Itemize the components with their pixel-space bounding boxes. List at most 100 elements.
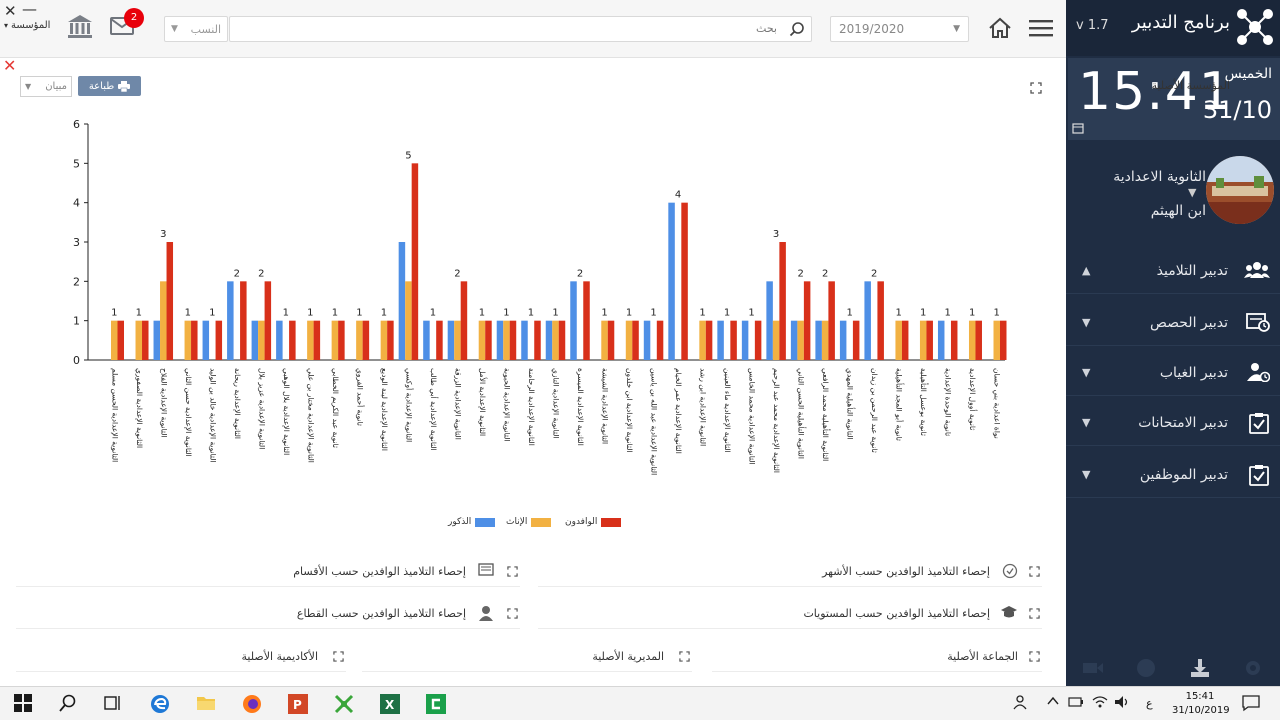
data-label: 2: [454, 268, 460, 279]
calendar-icon[interactable]: [1072, 122, 1084, 134]
task-view-icon[interactable]: [104, 694, 122, 712]
data-label: 1: [920, 308, 926, 319]
expand-icon[interactable]: [679, 651, 690, 662]
window-close-button[interactable]: ✕: [4, 2, 17, 20]
bar-males: [227, 281, 234, 360]
notifications-icon[interactable]: [1242, 694, 1260, 712]
card-title: المديرية الأصلية: [592, 650, 664, 663]
chevron-down-icon[interactable]: ▼: [1188, 186, 1197, 199]
stats-card-months[interactable]: إحصاء التلاميذ الوافدين حسب الأشهر: [538, 555, 1042, 587]
powerpoint-icon[interactable]: P: [288, 694, 308, 714]
bar-arrivals: [558, 320, 566, 360]
firefox-icon[interactable]: [242, 694, 262, 714]
stats-card-commune[interactable]: الجماعة الأصلية: [712, 640, 1042, 672]
input-language-indicator[interactable]: ع: [1146, 697, 1153, 710]
excel-icon[interactable]: X: [380, 694, 400, 714]
expand-icon[interactable]: [507, 608, 518, 619]
bar-females: [968, 320, 976, 360]
expand-icon[interactable]: [507, 566, 518, 577]
bar-females: [135, 320, 143, 360]
school-avatar: [1206, 156, 1274, 224]
bar-males: [202, 320, 210, 360]
data-label: 1: [185, 308, 191, 319]
sidebar-item-sessions[interactable]: ▼ تدبير الحصص: [1066, 300, 1280, 346]
sidebar-item-students[interactable]: ▲ تدبير التلاميذ: [1066, 248, 1280, 294]
legend-item-males[interactable]: الذكور: [448, 517, 496, 527]
help-icon[interactable]: [1135, 657, 1157, 679]
wifi-icon[interactable]: [1092, 694, 1108, 710]
school-name[interactable]: الثانوية الاعدادية ابن الهيثم: [1086, 160, 1206, 228]
expand-icon[interactable]: [1029, 566, 1040, 577]
bar-arrivals: [975, 320, 982, 360]
sidebar-item-absence[interactable]: ▼ تدبير الغياب: [1066, 350, 1280, 396]
window-minimize-button[interactable]: —: [22, 0, 37, 18]
data-label: 1: [503, 308, 509, 319]
download-icon[interactable]: [1189, 657, 1211, 679]
nasab-select[interactable]: النسب ▼: [164, 16, 228, 42]
windows-start-icon[interactable]: [14, 694, 32, 712]
sidebar-item-exams[interactable]: ▼ تدبير الامتحانات: [1066, 400, 1280, 446]
sidebar-item-staff[interactable]: ▼ تدبير الموظفين: [1066, 452, 1280, 498]
print-button[interactable]: طباعة: [78, 76, 141, 96]
bar-arrivals: [926, 320, 933, 360]
graduation-cap-icon: [1001, 606, 1017, 618]
close-panel-button[interactable]: ✕: [3, 56, 17, 75]
bar-males: [668, 202, 675, 360]
bar-males: [864, 281, 871, 360]
expand-icon[interactable]: [1029, 608, 1040, 619]
home-button[interactable]: [988, 17, 1012, 43]
bar-females: [478, 320, 486, 360]
stats-card-academy[interactable]: الأكاديمية الأصلية: [16, 640, 346, 672]
expand-icon[interactable]: [333, 651, 344, 662]
chevron-up-icon[interactable]: [1046, 694, 1060, 708]
chevron-down-icon: ▼: [953, 24, 960, 34]
expand-icon[interactable]: [1030, 82, 1042, 94]
app-logo-taskbar-icon[interactable]: [334, 694, 354, 714]
card-title: الجماعة الأصلية: [947, 650, 1018, 663]
search-input[interactable]: [279, 21, 779, 36]
data-label: 1: [626, 308, 632, 319]
stats-card-classes[interactable]: إحصاء التلاميذ الوافدين حسب الأقسام: [16, 555, 520, 587]
view-type-select[interactable]: ▼ مبيان: [20, 76, 72, 97]
video-icon[interactable]: [1082, 660, 1104, 676]
institution-dropdown[interactable]: ▾ المؤسسة: [4, 20, 50, 31]
stats-card-sector[interactable]: إحصاء التلاميذ الوافدين حسب القطاع: [16, 597, 520, 629]
search-icon[interactable]: [59, 694, 77, 712]
edge-browser-icon[interactable]: [150, 694, 170, 714]
search-icon[interactable]: [789, 21, 805, 37]
data-label: 1: [356, 308, 362, 319]
settings-icon[interactable]: [1242, 657, 1264, 679]
clock-time: 15:41: [1078, 62, 1233, 122]
category-label: الثانوية الإعدادية مختار بن علي: [306, 368, 315, 463]
people-icon[interactable]: [1012, 694, 1028, 710]
legend-item-females[interactable]: الإناث: [506, 517, 552, 527]
category-label: ثانوية أوول الإعدادية: [968, 368, 978, 430]
legend-item-arrivals[interactable]: الوافدون: [565, 517, 622, 527]
category-label: الثانوية الإعدادية ابن خلدون: [625, 368, 634, 453]
institution-label: المؤسسة: [11, 20, 51, 31]
bar-females: [552, 320, 559, 360]
system-clock[interactable]: 15:41 31/10/2019: [1172, 690, 1230, 718]
data-label: 2: [871, 268, 877, 279]
data-label: 3: [160, 229, 166, 240]
category-label: الثانوية الإعدادية ريحانة: [233, 368, 242, 439]
category-label: ثانوية أحمد الفروي: [355, 368, 365, 426]
stats-card-levels[interactable]: إحصاء التلاميذ الوافدين حسب المستويات: [538, 597, 1042, 629]
institution-building-button[interactable]: [66, 13, 94, 45]
exams-icon: [1249, 413, 1269, 434]
school-year-select[interactable]: 2019/2020 ▼: [830, 16, 969, 42]
chevron-up-icon: ▲: [1082, 264, 1091, 277]
data-label: 1: [945, 308, 951, 319]
hamburger-menu-button[interactable]: [1029, 19, 1053, 41]
expand-icon[interactable]: [1029, 651, 1040, 662]
stats-card-directorate[interactable]: المديرية الأصلية: [362, 640, 692, 672]
y-tick-label: 4: [73, 197, 80, 210]
battery-icon[interactable]: [1068, 694, 1084, 710]
absence-icon: [1247, 363, 1270, 382]
view-type-value: مبيان: [45, 81, 67, 92]
camtasia-icon[interactable]: [426, 694, 446, 714]
data-label: 1: [896, 308, 902, 319]
volume-icon[interactable]: [1114, 694, 1130, 710]
file-explorer-icon[interactable]: [196, 694, 216, 712]
bar-arrivals: [117, 320, 125, 360]
